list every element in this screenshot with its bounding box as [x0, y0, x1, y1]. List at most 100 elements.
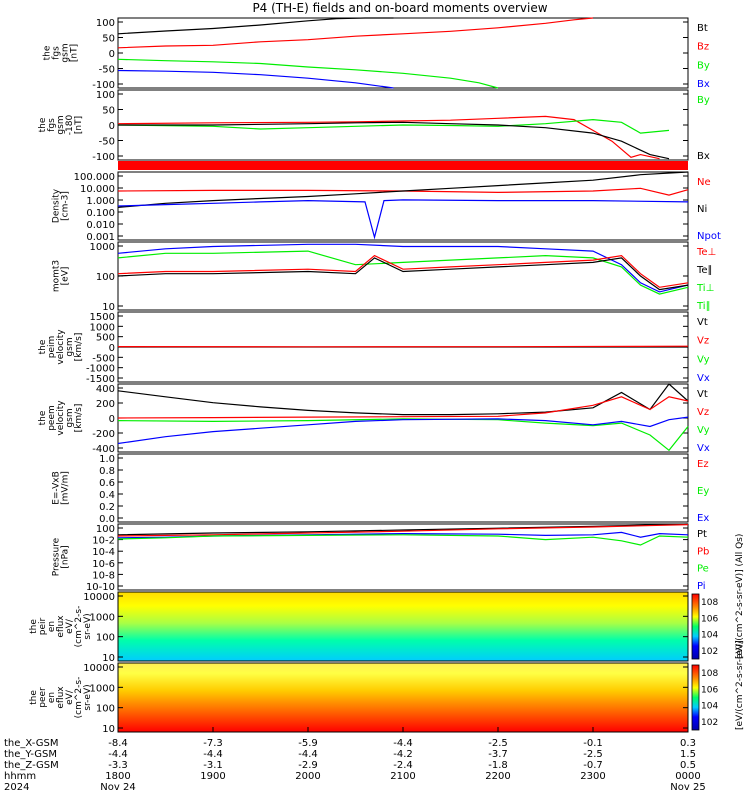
ytick-label: -1500	[86, 374, 115, 385]
xaxis-row-label: the_Y-GSM	[4, 749, 57, 760]
xaxis-value: 2000	[295, 771, 320, 782]
ylabel-line: velocity	[56, 400, 66, 436]
xaxis-value: -4.4	[393, 738, 413, 749]
legend-label: Vy	[697, 354, 710, 365]
xaxis-value: -4.2	[393, 749, 413, 760]
ytick-label: 100	[96, 90, 115, 101]
ytick-label: 100	[96, 524, 115, 535]
ylabel: the peim velocity gsm [km/s]	[38, 329, 84, 365]
series-line	[117, 171, 689, 208]
xaxis-value: -0.1	[583, 738, 603, 749]
legend-label: Vx	[697, 373, 710, 384]
xaxis-value: Nov 24	[100, 782, 135, 793]
ylabel-line: sr-eV)	[83, 613, 93, 639]
legend-label: Vy	[697, 425, 710, 436]
xaxis-value: 1900	[200, 771, 225, 782]
ytick-label: 0.4	[99, 490, 115, 501]
ylabel-line: [nT]	[74, 116, 84, 134]
colorbar	[691, 593, 700, 660]
xaxis-row-label: 2024	[4, 782, 29, 793]
legend-label: Te⊥	[696, 247, 716, 258]
figure-title: P4 (TH-E) fields and on-board moments ov…	[252, 1, 547, 15]
series-line	[117, 416, 689, 445]
legend-label: Pe	[697, 564, 709, 575]
ytick-label: 100	[96, 633, 115, 644]
xaxis-value: -4.4	[298, 749, 318, 760]
series-line	[117, 524, 689, 537]
ylabel: Pressure [nPa]	[52, 537, 71, 576]
xaxis-value: -4.4	[108, 749, 128, 760]
xaxis-value: 0000	[675, 771, 700, 782]
colorbar-tick-label: 108	[701, 598, 718, 608]
xaxis-value: 1.5	[680, 749, 696, 760]
ytick-label: -100	[92, 80, 115, 91]
ytick-label: 1.0	[99, 454, 115, 465]
ylabel: the peer en eflux eV/(cm^2-s-sr-eV)	[29, 677, 93, 719]
legend-label: Pt	[697, 529, 707, 540]
ylabel-line: gsm	[65, 408, 75, 427]
series-line	[117, 199, 689, 240]
ytick-label: 0	[109, 414, 115, 425]
ylabel-line: (cm^2-s-	[74, 606, 84, 648]
xaxis-value: -0.7	[583, 760, 603, 771]
legend-label: Ni	[697, 204, 707, 215]
ylabel: E=-VxB [mV/m]	[52, 471, 71, 505]
xaxis-value: -3.3	[108, 760, 128, 771]
ytick-label: 0.0	[99, 514, 115, 525]
ylabel-line: peim	[47, 336, 57, 359]
ylabel-line: fgs	[47, 118, 57, 132]
ytick-label: -100	[92, 152, 115, 163]
panel-peer-eflux: 108 106 104 102 [eV/(cm^2-s-sr-eV)] 10000 1000…	[29, 640, 745, 735]
ytick-label: -200	[92, 429, 115, 440]
ytick-label: 0.100	[86, 208, 115, 219]
ytick-label: -50	[99, 65, 115, 76]
panel-frame	[117, 171, 689, 241]
ylabel-line: peem	[47, 405, 57, 431]
colorbar-tick-label: 102	[701, 718, 718, 728]
ytick-label: 10-4	[92, 547, 115, 558]
series-line	[117, 345, 689, 348]
ylabel-line: [eV]	[61, 267, 71, 286]
ytick-label: -50	[99, 137, 115, 148]
ylabel-line: the	[38, 410, 48, 425]
xaxis-value: -7.3	[203, 738, 223, 749]
ytick-label: 10	[102, 653, 115, 664]
legend-label: Ti∥	[696, 301, 711, 312]
ylabel-line: [km/s]	[74, 404, 84, 433]
ylabel-line: momt3	[52, 260, 62, 292]
ytick-label: 10000	[83, 663, 115, 674]
legend-label: Npot	[697, 231, 721, 242]
ylabel-line: E=-VxB	[52, 471, 62, 505]
ytick-label: 50	[102, 106, 115, 117]
legend-label: Pb	[697, 546, 709, 557]
series-line	[117, 257, 689, 291]
xaxis-value: -2.5	[583, 749, 603, 760]
xaxis-value: -2.4	[393, 760, 413, 771]
series-line	[117, 115, 660, 160]
ytick-label: 100	[96, 704, 115, 715]
ytick-label: 10-10	[86, 582, 115, 593]
ylabel: the fgs gsm [nT]	[43, 43, 80, 62]
ytick-label: 500	[96, 333, 115, 344]
xaxis-value: -1.8	[488, 760, 508, 771]
legend-label: Vx	[697, 443, 710, 454]
ytick-label: 400	[96, 384, 115, 395]
ytick-label: 1000	[90, 242, 115, 253]
ytick-label: 50	[102, 34, 115, 45]
ylabel: the fgs gsm -180 [nT]	[38, 115, 84, 136]
ytick-label: 0	[109, 343, 115, 354]
ytick-label: 0.2	[99, 502, 115, 513]
ytick-label: 1500	[90, 312, 115, 323]
ylabel: the peem velocity gsm [km/s]	[38, 400, 84, 436]
ylabel-line: en	[47, 692, 57, 703]
ylabel-line: gsm	[65, 337, 75, 356]
colorbar-tick-label: 104	[701, 702, 718, 712]
ytick-label: -500	[92, 353, 115, 364]
series-line	[118, 121, 670, 160]
ytick-label: 0.8	[99, 466, 115, 477]
